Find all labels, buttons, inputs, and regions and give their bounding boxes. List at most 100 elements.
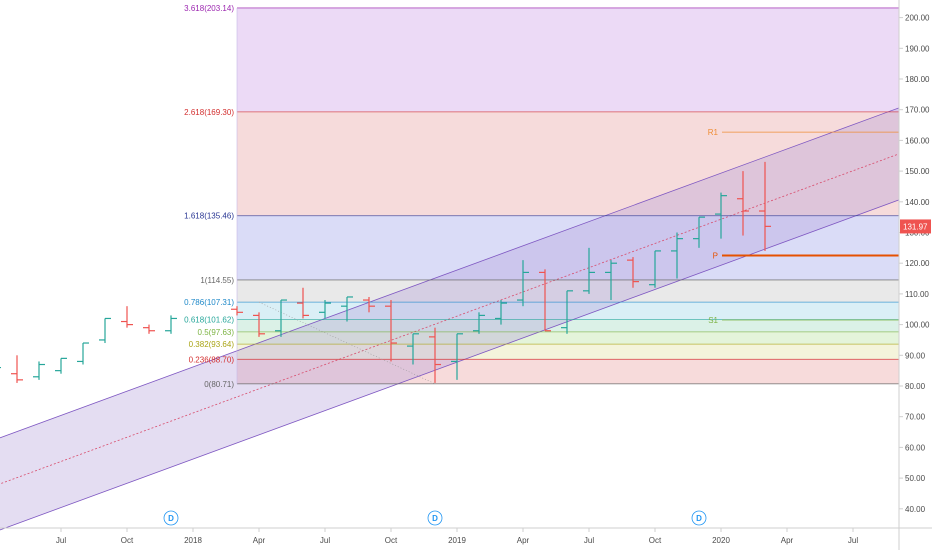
dividend-label: D <box>696 514 702 523</box>
ohlc-bar[interactable] <box>77 342 89 365</box>
last-price-box <box>900 219 931 234</box>
dividend-marker[interactable]: D <box>427 510 443 526</box>
time-tick-label: Oct <box>121 536 134 545</box>
channel-upper-line[interactable] <box>0 107 900 442</box>
ohlc-bar[interactable] <box>0 365 1 386</box>
ohlc-bar[interactable] <box>165 315 177 334</box>
ohlc-bar[interactable] <box>715 192 727 239</box>
price-tick-label: 90.00 <box>905 351 926 360</box>
ohlc-bar[interactable] <box>649 250 661 288</box>
channel-mid-line[interactable] <box>0 153 900 488</box>
dividend-circle <box>427 510 443 526</box>
fib-band <box>237 331 899 345</box>
dividend-marker[interactable]: D <box>691 510 707 526</box>
time-tick-label: Apr <box>781 536 794 545</box>
dividend-label: D <box>432 514 438 523</box>
fib-level-label: 0.786(107.31) <box>184 298 234 307</box>
ohlc-bar[interactable] <box>33 361 45 380</box>
price-tick-label: 180.00 <box>905 75 930 84</box>
fib-level-label: 1.618(135.46) <box>184 212 234 221</box>
price-tick-label: 120.00 <box>905 259 930 268</box>
ohlc-bar[interactable] <box>627 257 639 288</box>
price-tick-label: 70.00 <box>905 413 926 422</box>
time-tick-label: Jul <box>56 536 66 545</box>
dividend-circle <box>163 510 179 526</box>
ohlc-bar[interactable] <box>451 333 463 380</box>
fib-level-label: 0.618(101.62) <box>184 316 234 325</box>
time-tick-label: Apr <box>253 536 266 545</box>
fib-level-label: 0.382(93.64) <box>189 340 235 349</box>
time-tick-label: 2020 <box>712 536 730 545</box>
dividend-marker[interactable]: D <box>163 510 179 526</box>
price-tick-label: 50.00 <box>905 474 926 483</box>
pivot-points: R1 P S1 <box>708 128 899 325</box>
fib-band <box>237 215 899 280</box>
pivot-label: S1 <box>708 316 718 325</box>
price-tick-label: 170.00 <box>905 106 930 115</box>
price-tick-label: 200.00 <box>905 14 930 23</box>
ohlc-bar[interactable] <box>561 290 573 334</box>
ohlc-bar[interactable] <box>99 317 111 344</box>
pivot-label: R1 <box>708 128 719 137</box>
pivot-label: P <box>713 252 718 261</box>
time-tick-label: Oct <box>385 536 398 545</box>
time-tick-label: Jul <box>848 536 858 545</box>
ohlc-bar[interactable] <box>759 161 771 251</box>
price-tick-label: 40.00 <box>905 505 926 514</box>
time-tick-label: 2018 <box>184 536 202 545</box>
ohlc-bar[interactable] <box>495 300 507 325</box>
ohlc-bar[interactable] <box>605 260 617 301</box>
fib-band <box>237 359 899 384</box>
price-tick-label: 140.00 <box>905 198 930 207</box>
ohlc-bar[interactable] <box>11 355 23 383</box>
ohlc-bar[interactable] <box>275 299 287 337</box>
ohlc-bar[interactable] <box>121 306 133 328</box>
ohlc-bar[interactable] <box>231 306 243 316</box>
dividend-label: D <box>168 514 174 523</box>
price-axis[interactable]: 40.00 50.00 60.00 70.00 80.00 90.00 100.00 110.… <box>898 0 930 550</box>
price-tick-label: 110.00 <box>905 290 929 299</box>
price-tick-label: 60.00 <box>905 443 926 452</box>
fib-level-label: 0.5(97.63) <box>198 328 235 337</box>
ohlc-bar[interactable] <box>429 327 441 383</box>
price-bars[interactable] <box>0 161 771 389</box>
time-tick-label: 2019 <box>448 536 466 545</box>
price-tick-label: 80.00 <box>905 382 926 391</box>
ohlc-bar[interactable] <box>297 287 309 319</box>
ohlc-bar[interactable] <box>693 216 705 248</box>
ohlc-bar[interactable] <box>671 232 683 279</box>
fib-band <box>237 302 899 320</box>
ohlc-bar[interactable] <box>517 260 529 307</box>
ohlc-bar[interactable] <box>407 333 419 365</box>
price-tick-label: 150.00 <box>905 167 930 176</box>
time-tick-label: Apr <box>517 536 530 545</box>
last-price-value: 131.97 <box>903 222 928 231</box>
time-tick-label: Jul <box>584 536 594 545</box>
price-tick-label: 190.00 <box>905 44 930 53</box>
fib-band <box>237 111 899 216</box>
time-tick-label: Jul <box>320 536 330 545</box>
ohlc-bar[interactable] <box>55 357 67 374</box>
ohlc-bar[interactable] <box>341 296 353 322</box>
ohlc-bar[interactable] <box>363 296 375 313</box>
ohlc-bar[interactable] <box>143 324 155 334</box>
price-tick-label: 100.00 <box>905 321 930 330</box>
fib-band <box>237 319 899 332</box>
fib-band <box>237 7 899 112</box>
fib-level-label: 1(114.55) <box>200 276 234 285</box>
fib-level-label: 3.618(203.14) <box>184 4 234 13</box>
ohlc-bar[interactable] <box>473 312 485 334</box>
fib-level-label: 0.236(88.70) <box>189 355 235 364</box>
ohlc-bar[interactable] <box>319 300 331 319</box>
ohlc-bar[interactable] <box>737 171 749 236</box>
fib-level-label: 2.618(169.30) <box>184 108 234 117</box>
ohlc-bar[interactable] <box>583 247 595 294</box>
ohlc-bar[interactable] <box>539 269 551 332</box>
time-tick-label: Oct <box>649 536 662 545</box>
ohlc-bar[interactable] <box>253 312 265 337</box>
ohlc-bar[interactable] <box>385 300 397 362</box>
time-axis[interactable]: Jul Oct 2018 Apr Jul Oct 2019 Apr Jul Oct 2020 Apr J… <box>0 527 932 545</box>
